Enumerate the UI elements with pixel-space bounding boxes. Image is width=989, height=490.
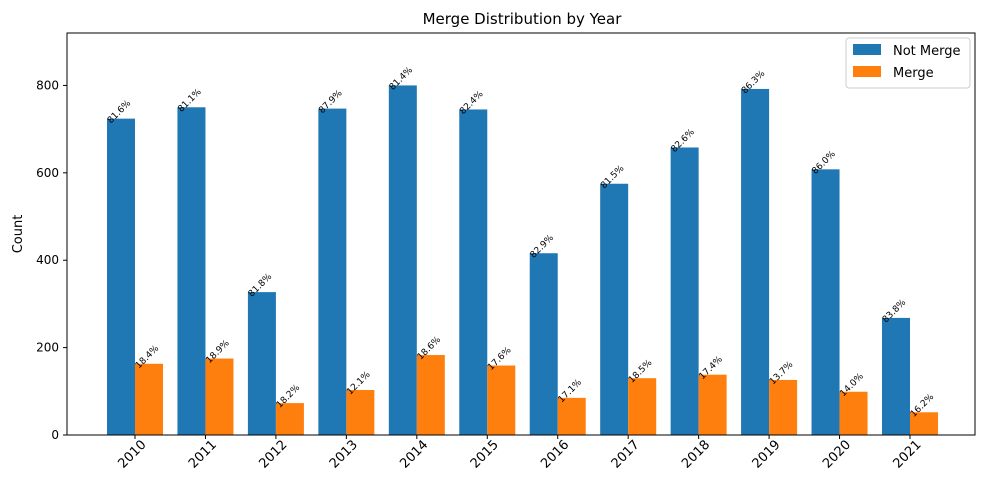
x-tick-label-2011: 2011 <box>186 438 220 472</box>
bar-not-merge-2021 <box>882 317 910 435</box>
x-tick-label-2021: 2021 <box>891 438 925 472</box>
y-axis: 0 200 400 600 800 <box>36 78 67 442</box>
legend-swatch-merge <box>853 66 881 77</box>
bar-not-merge-2017 <box>600 183 629 435</box>
x-tick-label-2012: 2012 <box>256 438 290 472</box>
x-axis: 2010 2011 2012 2013 2014 2015 2016 2017 2018 2019… <box>116 435 925 472</box>
y-tick-label-200: 200 <box>36 341 59 355</box>
x-tick-label-2019: 2019 <box>750 438 784 472</box>
bar-merge-2011 <box>205 358 234 435</box>
bar-not-merge-2011 <box>177 107 206 436</box>
legend-label-merge: Merge <box>893 66 934 81</box>
bar-not-merge-2019 <box>741 88 770 436</box>
x-tick-label-2014: 2014 <box>397 438 431 472</box>
bar-merge-2020 <box>839 391 868 435</box>
bar-merge-2012 <box>275 403 304 435</box>
bar-not-merge-2016 <box>529 253 558 435</box>
bar-not-merge-2018 <box>670 147 699 435</box>
plot-frame <box>66 32 976 436</box>
x-tick-label-2010: 2010 <box>116 438 150 472</box>
chart-title: Merge Distribution by Year <box>423 10 623 28</box>
bar-merge-2018 <box>698 374 727 435</box>
bar-merge-2013 <box>346 389 375 435</box>
bar-merge-2015 <box>487 365 516 435</box>
bar-merge-2010 <box>135 363 163 435</box>
legend: Not Merge Merge <box>845 37 971 89</box>
y-axis-label: Count <box>11 215 26 254</box>
bar-merge-2017 <box>628 378 657 435</box>
y-tick-label-600: 600 <box>36 166 59 180</box>
bar-not-merge-2020 <box>811 169 840 435</box>
x-tick-label-2015: 2015 <box>468 438 502 472</box>
x-tick-label-2016: 2016 <box>538 438 572 472</box>
x-tick-label-2020: 2020 <box>820 438 854 472</box>
y-tick-label-800: 800 <box>36 78 59 92</box>
legend-swatch-not-merge <box>853 44 881 55</box>
bar-merge-2016 <box>557 397 586 435</box>
bar-merge-2019 <box>769 379 798 435</box>
bar-merge-2021 <box>910 412 938 435</box>
x-tick-label-2018: 2018 <box>679 438 713 472</box>
bar-not-merge-2013 <box>318 108 347 435</box>
bar-not-merge-2014 <box>388 85 417 435</box>
bar-not-merge-2012 <box>247 292 276 435</box>
bars-group <box>107 85 938 436</box>
x-tick-label-2013: 2013 <box>327 438 361 472</box>
bar-merge-2014 <box>416 355 445 435</box>
legend-label-not-merge: Not Merge <box>893 44 961 59</box>
bar-not-merge-2015 <box>459 109 488 435</box>
y-tick-label-400: 400 <box>36 253 59 267</box>
y-tick-label-0: 0 <box>51 428 59 442</box>
x-tick-label-2017: 2017 <box>609 438 643 472</box>
bar-not-merge-2010 <box>107 118 135 435</box>
